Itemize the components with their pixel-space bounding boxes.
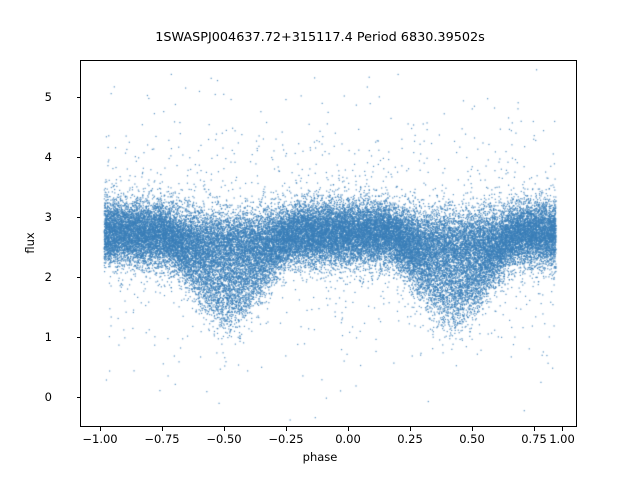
x-axis-label: phase [302,450,338,464]
x-tick-label: 0.75 [521,432,547,446]
x-tick-label: −0.50 [206,432,242,446]
x-tick-label: −0.25 [268,432,304,446]
plot-axes-area [80,60,577,427]
chart-title: 1SWASPJ004637.72+315117.4 Period 6830.39… [155,30,485,45]
x-tick-label: −0.75 [144,432,180,446]
y-tick-label: 3 [44,210,52,224]
scatter-plot-points [81,61,576,426]
x-tick-mark [100,427,101,431]
y-tick-mark [76,397,80,398]
x-tick-mark [410,427,411,431]
x-tick-mark [562,427,563,431]
x-tick-mark [534,427,535,431]
x-tick-label: 0.50 [459,432,485,446]
y-axis-label: flux [23,232,37,254]
x-tick-mark [162,427,163,431]
x-tick-label: 0.00 [335,432,361,446]
y-tick-label: 0 [44,390,52,404]
x-tick-mark [348,427,349,431]
x-tick-mark [224,427,225,431]
y-tick-label: 4 [44,150,52,164]
y-tick-label: 1 [44,330,52,344]
y-tick-mark [76,277,80,278]
x-tick-mark [472,427,473,431]
y-tick-mark [76,217,80,218]
x-tick-label: −1.00 [82,432,118,446]
x-tick-label: 1.00 [549,432,575,446]
x-tick-label: 0.25 [397,432,423,446]
y-tick-mark [76,337,80,338]
y-tick-label: 2 [44,270,52,284]
y-tick-mark [76,157,80,158]
y-tick-mark [76,97,80,98]
y-tick-label: 5 [44,90,52,104]
x-tick-mark [286,427,287,431]
